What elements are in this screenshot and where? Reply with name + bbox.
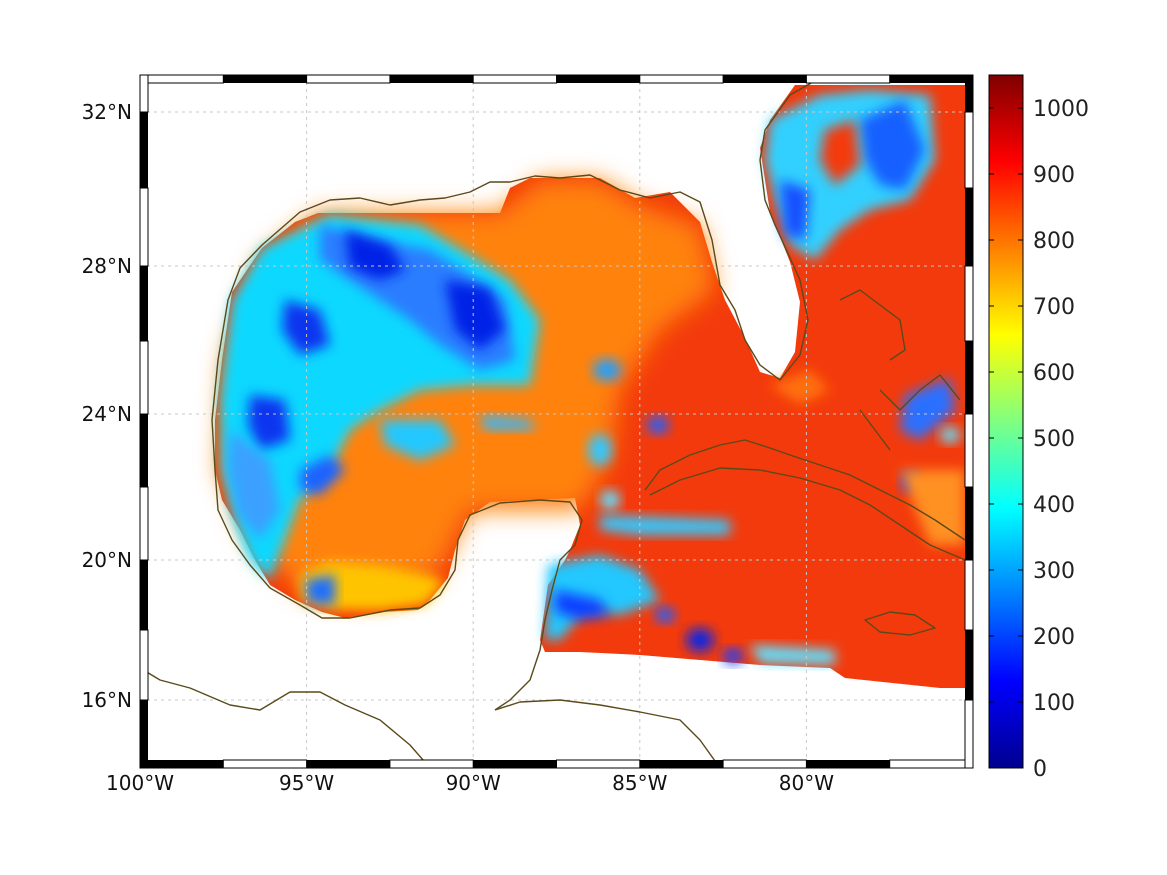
low-region-caribbean — [545, 370, 965, 665]
y-tick-label: 32°N — [82, 100, 132, 124]
coast-gulf-north — [211, 77, 821, 471]
coast-cuba — [644, 439, 966, 541]
x-tick-label: 85°W — [612, 771, 667, 795]
coast-bahamas — [839, 289, 961, 451]
data-field — [215, 85, 965, 688]
coastlines — [140, 77, 966, 768]
coast-cuba-south — [649, 467, 966, 561]
colorbar-tick-label: 900 — [1033, 163, 1075, 188]
low-region-central — [588, 359, 669, 510]
graticule — [140, 75, 973, 768]
colorbar-tick-label: 1000 — [1033, 97, 1089, 122]
x-tick-label: 80°W — [779, 771, 834, 795]
coast-jamaica — [864, 611, 936, 636]
colorbar: 0 100 200 300 400 500 600 700 800 900 1000 — [988, 74, 1089, 782]
colorbar-tick-label: 800 — [1033, 229, 1075, 254]
field-shelf-yellow — [300, 562, 445, 610]
x-tick-label: 100°W — [106, 771, 174, 795]
x-tick-label: 95°W — [279, 771, 334, 795]
coast-central-america — [140, 667, 431, 768]
colorbar-tick-label: 100 — [1033, 691, 1075, 716]
low-region-west — [220, 215, 540, 605]
y-tick-label: 24°N — [82, 402, 132, 426]
colorbar-tick-label: 500 — [1033, 427, 1075, 452]
colorbar-tick-label: 200 — [1033, 625, 1075, 650]
low-region-atlantic — [765, 90, 935, 260]
map-frame — [139, 74, 974, 769]
colorbar-tick-label: 600 — [1033, 361, 1075, 386]
y-tick-label: 28°N — [82, 254, 132, 278]
coast-mexico — [214, 469, 583, 711]
x-axis-labels: 100°W 95°W 90°W 85°W 80°W — [106, 771, 834, 795]
colorbar-tick-label: 300 — [1033, 559, 1075, 584]
map-panel — [140, 75, 973, 768]
y-tick-label: 16°N — [82, 688, 132, 712]
y-tick-label: 20°N — [82, 548, 132, 572]
y-axis-labels: 32°N 28°N 24°N 20°N 16°N — [82, 100, 132, 712]
colorbar-tick-label: 400 — [1033, 493, 1075, 518]
colorbar-ticks: 0 100 200 300 400 500 600 700 800 900 1000 — [989, 97, 1089, 782]
coast-honduras — [494, 699, 721, 768]
colorbar-tick-label: 700 — [1033, 295, 1075, 320]
x-tick-label: 90°W — [446, 771, 501, 795]
colorbar-gradient — [988, 74, 1024, 769]
colorbar-tick-label: 0 — [1033, 757, 1047, 782]
